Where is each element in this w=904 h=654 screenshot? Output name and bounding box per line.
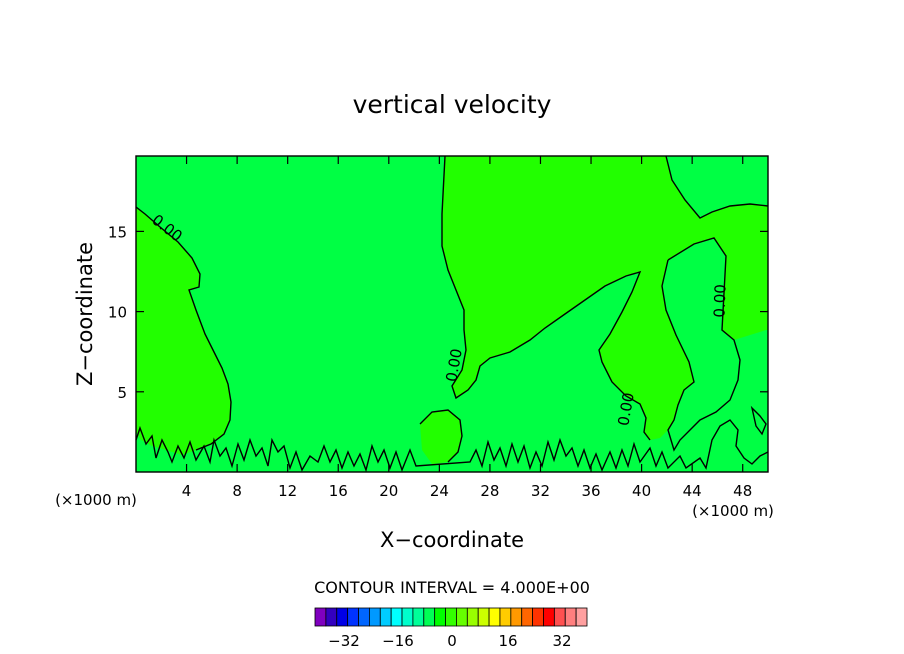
colorbar-swatch	[488, 607, 501, 627]
colorbar	[314, 607, 588, 627]
contour-left	[135, 206, 232, 451]
y-axis-label: Z−coordinate	[73, 242, 97, 386]
x-tick-label: 44	[683, 482, 702, 500]
contour-label-4: 0.00	[710, 284, 729, 318]
colorbar-tick-label: −32	[328, 632, 360, 650]
contour-right-loop	[661, 237, 741, 452]
contour-upper-right	[665, 155, 769, 219]
x-tick-label: 24	[430, 482, 449, 500]
contour-small-right	[750, 405, 767, 436]
y-tick-label: 5	[117, 384, 127, 402]
colorbar-swatch	[510, 607, 523, 627]
colorbar-swatch	[434, 607, 446, 627]
colorbar-swatch	[521, 607, 533, 627]
colorbar-swatch	[390, 607, 403, 627]
x-tick-label: 8	[232, 482, 242, 500]
y-axis-ticks: 5 10 15	[108, 223, 768, 402]
x-unit-left: (×1000 m)	[55, 491, 137, 509]
colorbar-swatch	[543, 607, 555, 627]
colorbar-swatch	[499, 607, 512, 627]
colorbar-swatch	[368, 607, 381, 627]
x-axis-ticks: 4 8 12 16 20 24 28 32 36 40 44 48	[182, 156, 752, 500]
colorbar-tick-label: 0	[447, 632, 457, 650]
colorbar-swatch	[412, 607, 425, 627]
colorbar-swatch	[379, 607, 392, 627]
region-center-positive	[442, 156, 768, 440]
positive-regions	[136, 156, 768, 464]
colorbar-swatch	[423, 607, 436, 627]
contour-bottom-blob	[419, 409, 463, 463]
colorbar-swatch	[456, 607, 468, 627]
x-unit-right: (×1000 m)	[692, 502, 774, 520]
colorbar-swatch	[314, 607, 327, 627]
zero-contours	[135, 155, 769, 473]
y-tick-label: 10	[108, 304, 127, 322]
colorbar-swatch	[575, 607, 588, 627]
y-tick-label: 15	[108, 223, 127, 241]
x-tick-label: 20	[379, 482, 398, 500]
contour-label-3: 0.00	[614, 391, 638, 427]
colorbar-swatch	[445, 607, 457, 627]
colorbar-swatch	[553, 607, 566, 627]
x-tick-label: 12	[278, 482, 297, 500]
x-tick-label: 48	[733, 482, 752, 500]
contour-center-left	[441, 155, 651, 441]
region-left-positive	[136, 207, 231, 455]
x-tick-label: 36	[581, 482, 600, 500]
x-tick-label: 28	[480, 482, 499, 500]
colorbar-tick-label: −16	[382, 632, 414, 650]
colorbar-swatch	[358, 607, 370, 627]
x-tick-label: 4	[182, 482, 192, 500]
contour-label-2: 0.00	[442, 347, 466, 383]
colorbar-swatch	[564, 607, 577, 627]
chart-title: vertical velocity	[353, 90, 552, 119]
x-tick-label: 32	[531, 482, 550, 500]
x-tick-label: 16	[329, 482, 348, 500]
contour-surface-noise	[135, 419, 769, 473]
colorbar-swatch	[466, 607, 479, 627]
colorbar-swatch	[532, 607, 544, 627]
colorbar-tick-label: 32	[552, 632, 571, 650]
colorbar-swatch	[347, 607, 359, 627]
contour-interval-text: CONTOUR INTERVAL = 4.000E+00	[314, 578, 590, 597]
colorbar-swatch	[336, 607, 349, 627]
colorbar-swatch	[477, 607, 490, 627]
region-bottom-blob	[420, 410, 462, 464]
colorbar-tick-label: 16	[498, 632, 517, 650]
colorbar-labels: −32 −16 0 16 32	[328, 632, 571, 650]
x-tick-label: 40	[632, 482, 651, 500]
plot-frame	[135, 155, 769, 473]
x-axis-label: X−coordinate	[380, 528, 524, 552]
colorbar-swatch	[325, 607, 338, 627]
colorbar-swatch	[401, 607, 414, 627]
